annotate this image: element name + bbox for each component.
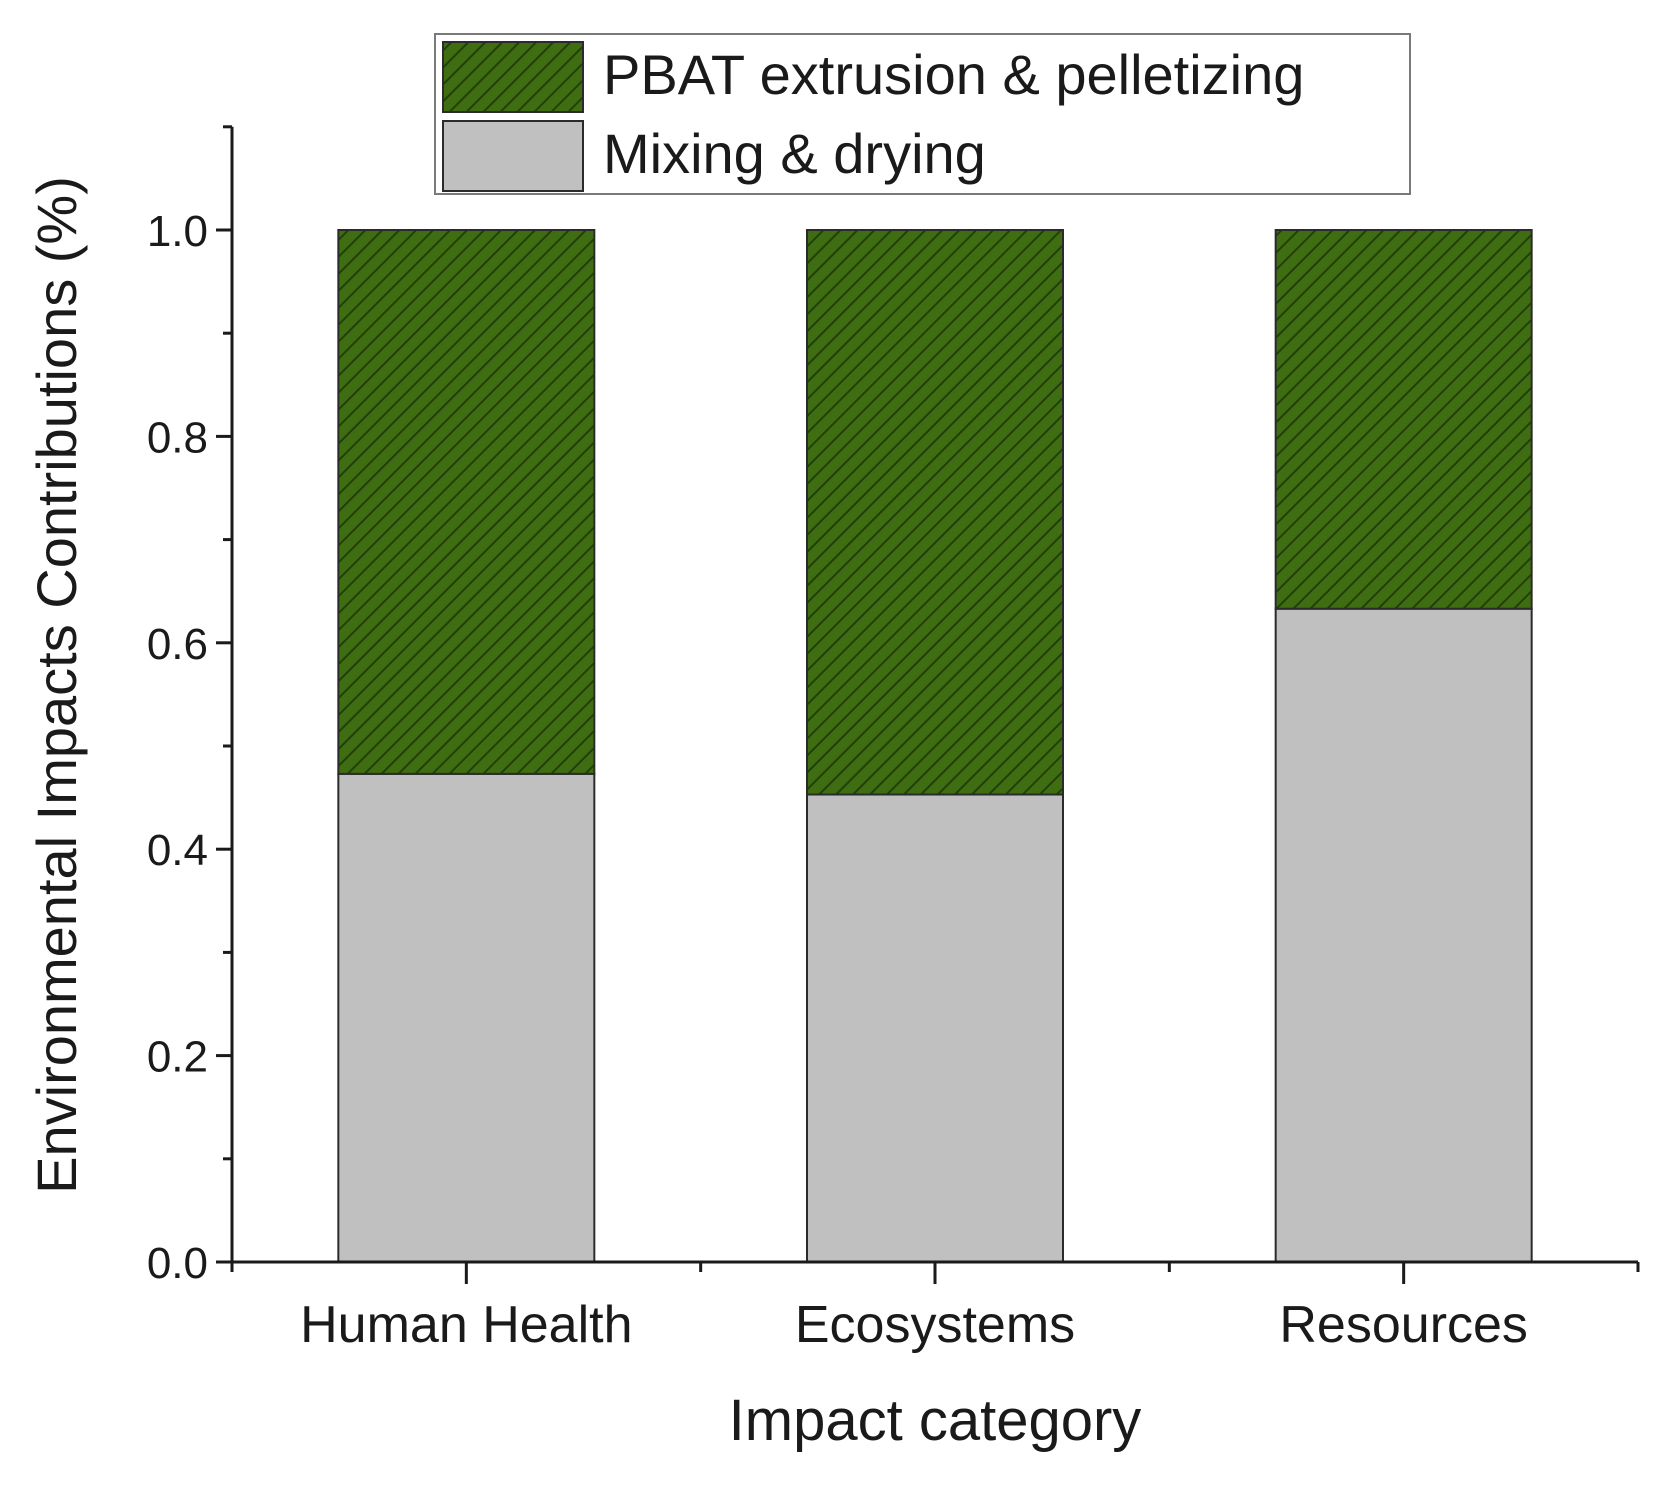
x-axis-label: Impact category	[729, 1388, 1142, 1453]
bar-mixing-drying-ecosystems	[806, 793, 1064, 1264]
y-tick-label: 1.0	[147, 207, 208, 256]
legend-label-pbat-extrusion-pelletizing: PBAT extrusion & pelletizing	[603, 43, 1304, 106]
x-tick-label-resources: Resources	[1279, 1296, 1528, 1354]
legend-swatch-mixing-drying	[442, 120, 584, 192]
bars-group	[337, 229, 1533, 1264]
bar-pbat-extrusion-pelletizing-ecosystems	[806, 229, 1064, 796]
bar-mixing-drying-human-health	[337, 772, 596, 1263]
bar-mixing-drying-resources	[1274, 607, 1533, 1263]
legend-box	[434, 33, 1411, 195]
x-tick-label-ecosystems: Ecosystems	[795, 1296, 1075, 1354]
axes-group: 0.0 0.2 0.4 0.6 0.8 1.0 Human Health Ecosystems…	[147, 125, 1640, 1354]
y-tick-label: 0.0	[147, 1239, 208, 1288]
y-axis-label: Environmental Impacts Contributions (%)	[25, 176, 88, 1194]
y-tick-label: 0.4	[147, 826, 208, 875]
legend: PBAT extrusion & pelletizing Mixing & dry…	[434, 33, 1411, 195]
legend-label-mixing-drying: Mixing & drying	[603, 122, 986, 185]
y-tick-label: 0.6	[147, 620, 208, 669]
x-tick-label-human-health: Human Health	[300, 1296, 632, 1354]
legend-swatch-pbat-extrusion-pelletizing	[442, 41, 584, 113]
bar-pbat-extrusion-pelletizing-human-health	[337, 229, 596, 775]
y-tick-label: 0.8	[147, 413, 208, 462]
y-tick-label: 0.2	[147, 1033, 208, 1082]
bar-pbat-extrusion-pelletizing-resources	[1274, 229, 1533, 610]
